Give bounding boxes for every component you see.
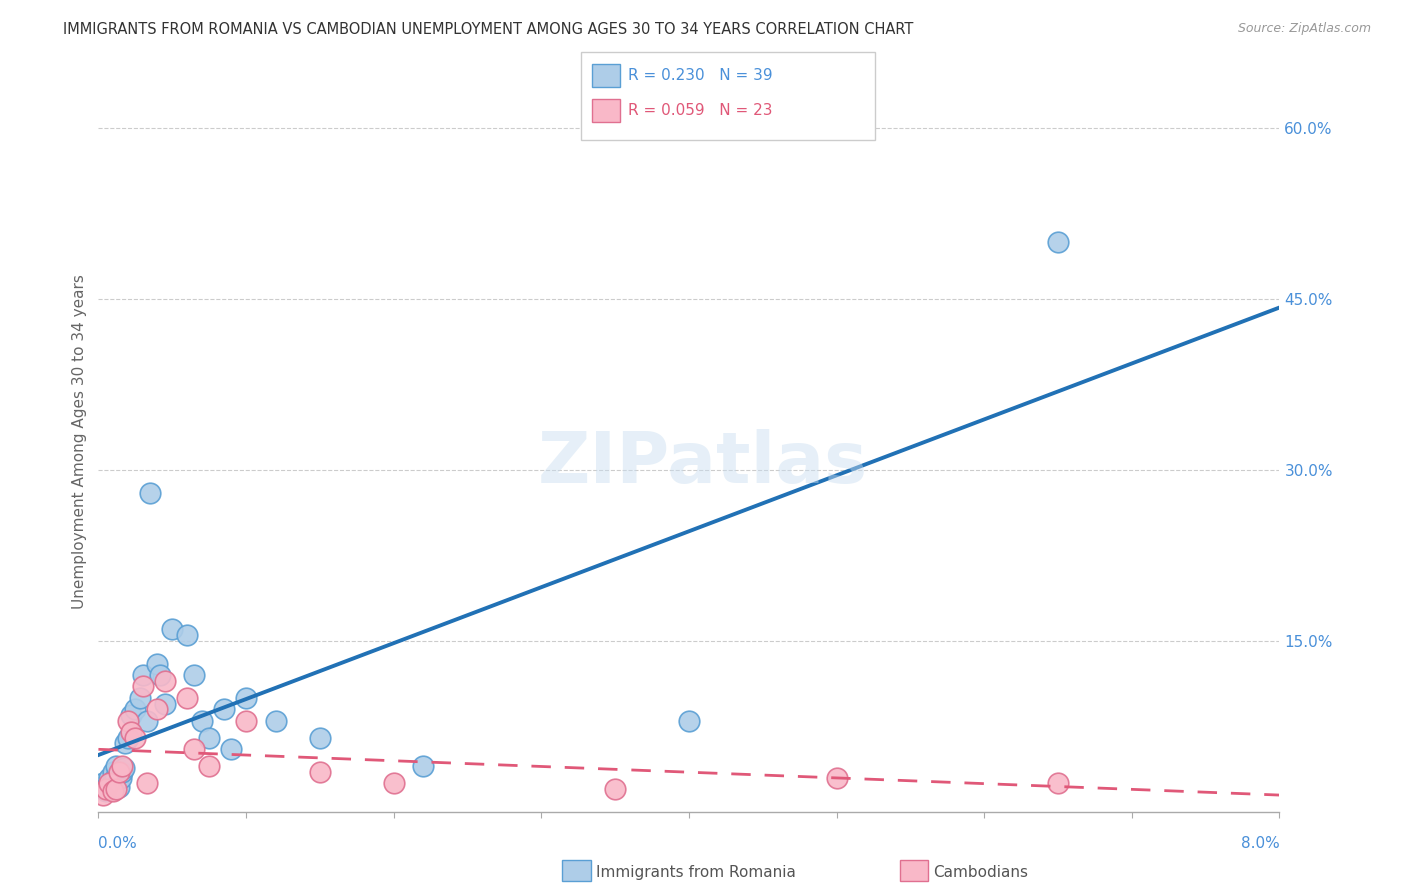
Text: 8.0%: 8.0% bbox=[1240, 836, 1279, 851]
Point bbox=[105, 759, 128, 773]
Point bbox=[139, 485, 162, 500]
Text: Cambodians: Cambodians bbox=[934, 865, 1029, 880]
Point bbox=[110, 771, 132, 785]
Point bbox=[97, 776, 120, 790]
Point bbox=[111, 759, 134, 773]
Point bbox=[825, 771, 848, 785]
Point bbox=[264, 714, 287, 728]
Point bbox=[120, 725, 142, 739]
Point bbox=[103, 764, 125, 779]
Point bbox=[107, 776, 129, 790]
Text: R = 0.230   N = 39: R = 0.230 N = 39 bbox=[628, 69, 773, 83]
Point bbox=[308, 764, 332, 779]
Text: Source: ZipAtlas.com: Source: ZipAtlas.com bbox=[1237, 22, 1371, 36]
Point bbox=[94, 781, 117, 796]
Point bbox=[120, 707, 142, 722]
Point bbox=[97, 771, 120, 785]
Point bbox=[308, 731, 332, 745]
Point bbox=[98, 781, 121, 796]
Point bbox=[111, 764, 134, 779]
Point bbox=[94, 784, 117, 798]
Point bbox=[176, 690, 198, 705]
Point bbox=[100, 776, 122, 790]
Point bbox=[219, 742, 242, 756]
Text: ZIPatlas: ZIPatlas bbox=[538, 429, 868, 499]
Point bbox=[412, 759, 434, 773]
Point bbox=[183, 742, 205, 756]
Point bbox=[212, 702, 235, 716]
Point bbox=[153, 697, 176, 711]
Point bbox=[136, 776, 159, 790]
Point bbox=[198, 731, 221, 745]
Point bbox=[103, 784, 125, 798]
Point bbox=[183, 668, 205, 682]
Text: IMMIGRANTS FROM ROMANIA VS CAMBODIAN UNEMPLOYMENT AMONG AGES 30 TO 34 YEARS CORR: IMMIGRANTS FROM ROMANIA VS CAMBODIAN UNE… bbox=[63, 22, 914, 37]
Point bbox=[176, 628, 198, 642]
Point bbox=[105, 781, 128, 796]
Point bbox=[132, 680, 155, 694]
Point bbox=[191, 714, 214, 728]
Text: 0.0%: 0.0% bbox=[98, 836, 138, 851]
Point bbox=[124, 731, 146, 745]
Point bbox=[235, 690, 257, 705]
Point bbox=[104, 771, 127, 785]
Point bbox=[146, 657, 169, 671]
Point bbox=[136, 714, 159, 728]
Point bbox=[153, 673, 176, 688]
Point bbox=[108, 764, 131, 779]
Point bbox=[132, 668, 155, 682]
Point bbox=[91, 788, 114, 802]
Point bbox=[382, 776, 405, 790]
Point bbox=[128, 690, 150, 705]
Point bbox=[198, 759, 221, 773]
Point bbox=[149, 668, 172, 682]
Point bbox=[1046, 235, 1069, 250]
Point bbox=[235, 714, 257, 728]
Point bbox=[117, 714, 139, 728]
Point bbox=[162, 623, 183, 637]
Text: Immigrants from Romania: Immigrants from Romania bbox=[596, 865, 796, 880]
Point bbox=[91, 776, 114, 790]
Point bbox=[117, 731, 139, 745]
Point bbox=[114, 736, 136, 750]
Point bbox=[96, 780, 118, 794]
Point bbox=[112, 761, 135, 775]
Point bbox=[1046, 776, 1069, 790]
Point bbox=[124, 702, 146, 716]
Text: R = 0.059   N = 23: R = 0.059 N = 23 bbox=[628, 103, 773, 118]
Point bbox=[605, 781, 627, 796]
Point bbox=[93, 781, 115, 796]
Point bbox=[146, 702, 169, 716]
Point bbox=[678, 714, 700, 728]
Point bbox=[108, 780, 131, 794]
Y-axis label: Unemployment Among Ages 30 to 34 years: Unemployment Among Ages 30 to 34 years bbox=[72, 274, 87, 609]
